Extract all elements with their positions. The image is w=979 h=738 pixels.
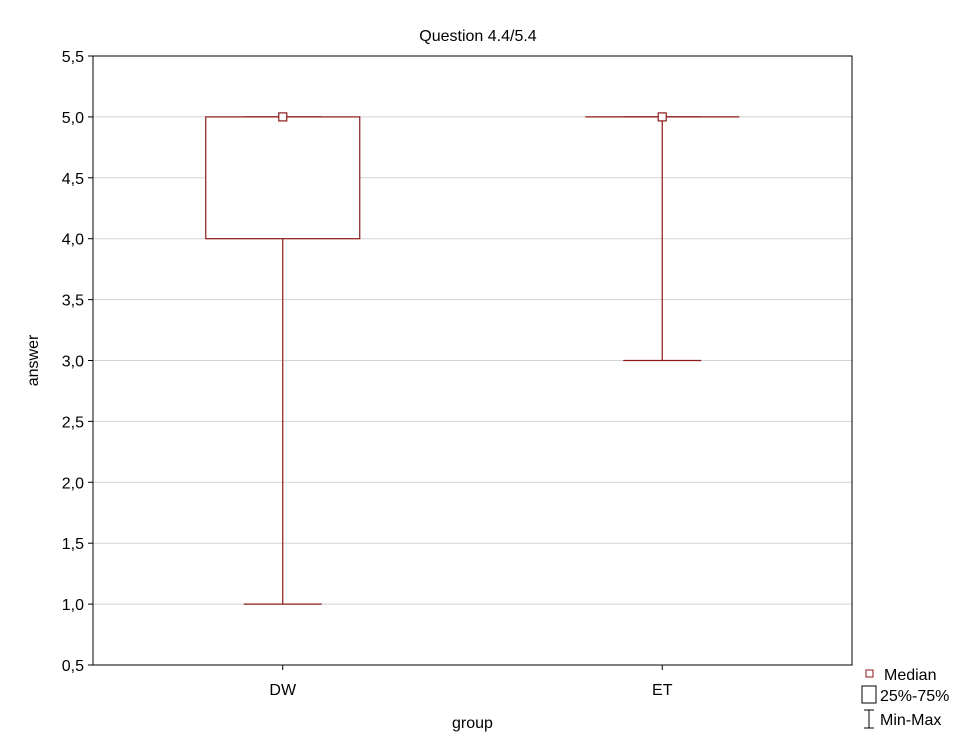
y-tick-label: 4,5 — [62, 171, 84, 188]
median-marker — [278, 112, 288, 122]
y-tick-label: 2,5 — [62, 414, 84, 431]
y-tick-label: 0,5 — [62, 658, 84, 675]
y-axis-title: answer — [25, 334, 42, 386]
y-tick-label: 5,0 — [62, 110, 84, 127]
legend-box-label: 25%-75% — [880, 688, 949, 705]
x-tick-label: DW — [269, 682, 297, 699]
iqr-box — [205, 116, 361, 240]
box-plot-elements — [205, 112, 740, 605]
legend-median-label: Median — [884, 667, 936, 684]
chart-title: Question 4.4/5.4 — [419, 28, 537, 45]
y-tick-label: 5,5 — [62, 49, 84, 66]
legend: Median 25%-75% Min-Max — [861, 667, 949, 729]
y-tick-label: 2,0 — [62, 475, 84, 492]
y-tick-label: 1,5 — [62, 536, 84, 553]
x-axis: DW ET — [269, 665, 673, 699]
y-tick-label: 1,0 — [62, 597, 84, 614]
legend-whisker-label: Min-Max — [880, 712, 941, 729]
y-tick-label: 3,0 — [62, 354, 84, 371]
y-tick-label: 4,0 — [62, 232, 84, 249]
legend-box-icon — [861, 685, 877, 704]
legend-median-icon — [865, 669, 874, 678]
median-marker — [657, 112, 667, 122]
y-axis: 0,5 1,0 1,5 2,0 2,5 3,0 3,5 4,0 4,5 5,0 5,5 — [62, 49, 93, 675]
x-tick-label: ET — [652, 682, 673, 699]
y-tick-label: 3,5 — [62, 293, 84, 310]
x-axis-title: group — [452, 715, 493, 732]
